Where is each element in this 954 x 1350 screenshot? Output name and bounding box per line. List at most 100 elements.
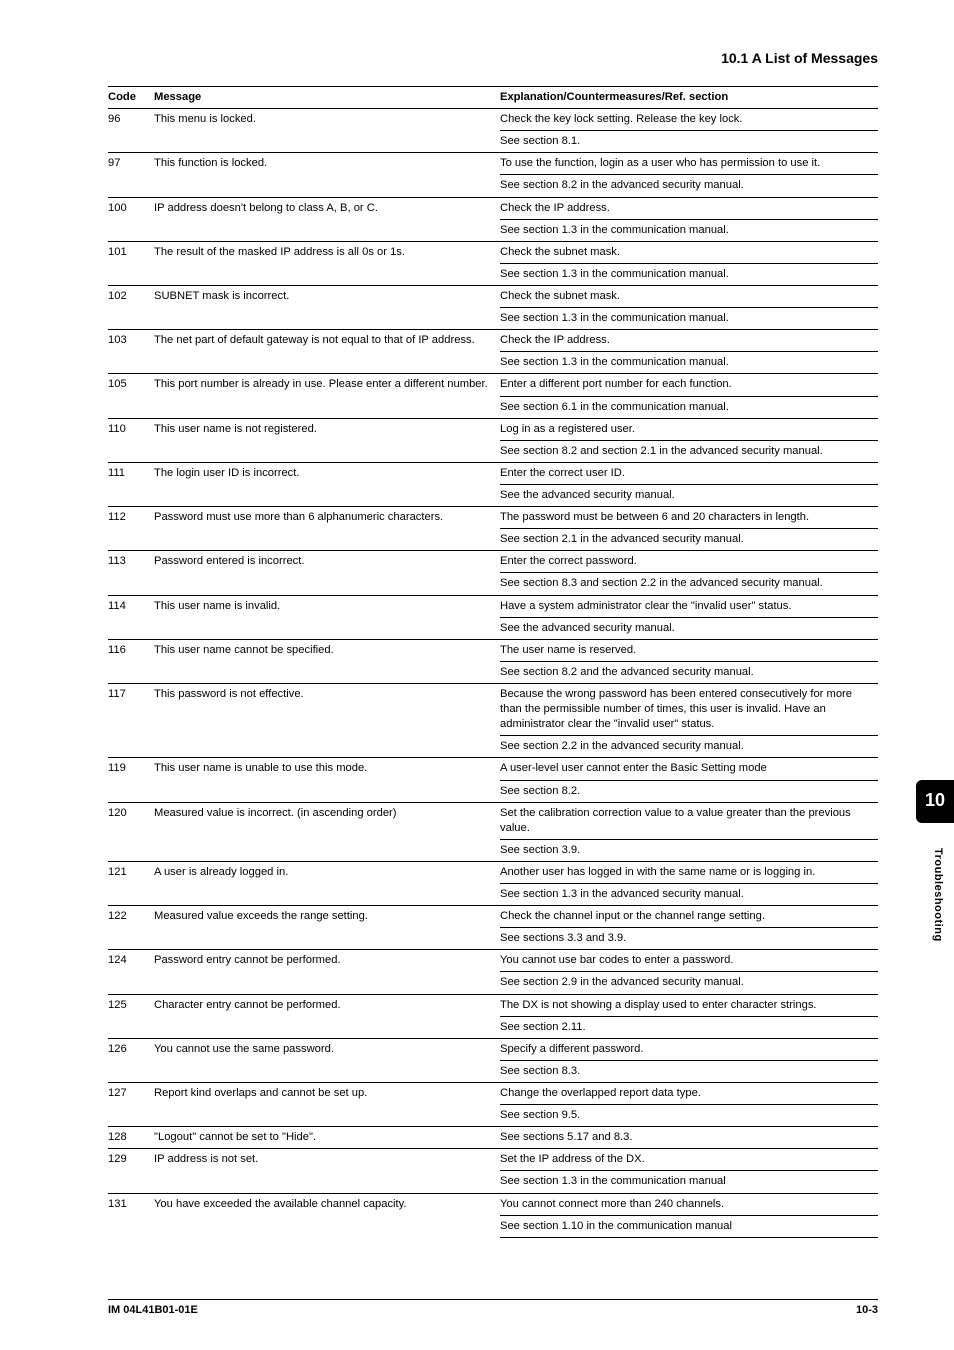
cell-code: 113 [108, 551, 154, 595]
table-row: 114This user name is invalid.Have a syst… [108, 595, 878, 617]
cell-reference: See section 1.10 in the communication ma… [500, 1215, 878, 1237]
table-row: 117This password is not effective.Becaus… [108, 683, 878, 735]
cell-explanation: Enter the correct user ID. [500, 462, 878, 484]
cell-code: 124 [108, 950, 154, 994]
cell-message: You have exceeded the available channel … [154, 1193, 500, 1237]
cell-message: A user is already logged in. [154, 861, 500, 905]
cell-message: Measured value exceeds the range setting… [154, 906, 500, 950]
cell-explanation: Set the IP address of the DX. [500, 1149, 878, 1171]
cell-message: This user name cannot be specified. [154, 639, 500, 683]
cell-message: Password entry cannot be performed. [154, 950, 500, 994]
cell-explanation: A user-level user cannot enter the Basic… [500, 758, 878, 780]
cell-code: 103 [108, 330, 154, 374]
table-row: 96This menu is locked.Check the key lock… [108, 109, 878, 131]
cell-code: 119 [108, 758, 154, 802]
cell-explanation: The DX is not showing a display used to … [500, 994, 878, 1016]
cell-reference: See section 3.9. [500, 839, 878, 861]
cell-reference: See the advanced security manual. [500, 484, 878, 506]
table-row: 113Password entered is incorrect.Enter t… [108, 551, 878, 573]
cell-message: Measured value is incorrect. (in ascendi… [154, 802, 500, 861]
messages-table: Code Message Explanation/Countermeasures… [108, 86, 878, 1238]
cell-reference: See section 1.3 in the advanced security… [500, 884, 878, 906]
cell-message: The login user ID is incorrect. [154, 462, 500, 506]
cell-code: 100 [108, 197, 154, 241]
cell-code: 125 [108, 994, 154, 1038]
table-row: 129IP address is not set.Set the IP addr… [108, 1149, 878, 1171]
cell-code: 131 [108, 1193, 154, 1237]
cell-explanation: You cannot connect more than 240 channel… [500, 1193, 878, 1215]
cell-reference: See section 8.3 and section 2.2 in the a… [500, 573, 878, 595]
cell-reference: See section 8.2 and section 2.1 in the a… [500, 440, 878, 462]
cell-message: This user name is unable to use this mod… [154, 758, 500, 802]
cell-message: This user name is not registered. [154, 418, 500, 462]
cell-reference: See section 8.2. [500, 780, 878, 802]
table-row: 100IP address doesn't belong to class A,… [108, 197, 878, 219]
cell-code: 114 [108, 595, 154, 639]
cell-code: 122 [108, 906, 154, 950]
cell-explanation: To use the function, login as a user who… [500, 153, 878, 175]
cell-code: 117 [108, 683, 154, 757]
cell-reference: See section 1.3 in the communication man… [500, 308, 878, 330]
cell-explanation: The password must be between 6 and 20 ch… [500, 507, 878, 529]
table-row: 122Measured value exceeds the range sett… [108, 906, 878, 928]
chapter-label: Troubleshooting [932, 848, 944, 942]
table-row: 127Report kind overlaps and cannot be se… [108, 1083, 878, 1105]
cell-code: 101 [108, 241, 154, 285]
cell-code: 102 [108, 285, 154, 329]
cell-reference: See section 9.5. [500, 1105, 878, 1127]
cell-explanation: Check the IP address. [500, 197, 878, 219]
cell-message: IP address is not set. [154, 1149, 500, 1193]
cell-code: 97 [108, 153, 154, 197]
cell-explanation: You cannot use bar codes to enter a pass… [500, 950, 878, 972]
page-footer: IM 04L41B01-01E 10-3 [108, 1299, 878, 1316]
footer-right: 10-3 [856, 1304, 878, 1316]
cell-message: You cannot use the same password. [154, 1038, 500, 1082]
table-row: 97This function is locked.To use the fun… [108, 153, 878, 175]
cell-code: 121 [108, 861, 154, 905]
table-row: 101The result of the masked IP address i… [108, 241, 878, 263]
cell-code: 126 [108, 1038, 154, 1082]
col-message: Message [154, 87, 500, 109]
cell-reference: See section 1.3 in the communication man… [500, 263, 878, 285]
table-row: 102SUBNET mask is incorrect.Check the su… [108, 285, 878, 307]
table-row: 124Password entry cannot be performed.Yo… [108, 950, 878, 972]
cell-message: This port number is already in use. Plea… [154, 374, 500, 418]
table-row: 111The login user ID is incorrect.Enter … [108, 462, 878, 484]
table-row: 112Password must use more than 6 alphanu… [108, 507, 878, 529]
cell-code: 105 [108, 374, 154, 418]
table-row: 131You have exceeded the available chann… [108, 1193, 878, 1215]
cell-reference: See sections 3.3 and 3.9. [500, 928, 878, 950]
cell-message: This function is locked. [154, 153, 500, 197]
cell-reference: See section 2.9 in the advanced security… [500, 972, 878, 994]
cell-explanation: Enter a different port number for each f… [500, 374, 878, 396]
cell-explanation: The user name is reserved. [500, 639, 878, 661]
cell-explanation: Check the subnet mask. [500, 241, 878, 263]
cell-reference: See section 8.3. [500, 1060, 878, 1082]
cell-code: 128 [108, 1127, 154, 1149]
cell-code: 111 [108, 462, 154, 506]
cell-explanation: Another user has logged in with the same… [500, 861, 878, 883]
table-row: 125Character entry cannot be performed.T… [108, 994, 878, 1016]
cell-reference: See section 1.3 in the communication man… [500, 352, 878, 374]
footer-left: IM 04L41B01-01E [108, 1304, 198, 1316]
table-row: 119This user name is unable to use this … [108, 758, 878, 780]
cell-explanation: Specify a different password. [500, 1038, 878, 1060]
cell-message: This user name is invalid. [154, 595, 500, 639]
table-row: 120Measured value is incorrect. (in asce… [108, 802, 878, 839]
table-row: 128"Logout" cannot be set to "Hide".See … [108, 1127, 878, 1149]
cell-reference: See section 1.3 in the communication man… [500, 219, 878, 241]
cell-message: Password entered is incorrect. [154, 551, 500, 595]
cell-code: 116 [108, 639, 154, 683]
cell-explanation: Have a system administrator clear the "i… [500, 595, 878, 617]
table-row: 110This user name is not registered.Log … [108, 418, 878, 440]
cell-message: Report kind overlaps and cannot be set u… [154, 1083, 500, 1127]
cell-reference: See section 2.11. [500, 1016, 878, 1038]
cell-explanation: Because the wrong password has been ente… [500, 683, 878, 735]
cell-message: Password must use more than 6 alphanumer… [154, 507, 500, 551]
cell-explanation: Change the overlapped report data type. [500, 1083, 878, 1105]
cell-code: 110 [108, 418, 154, 462]
col-exp: Explanation/Countermeasures/Ref. section [500, 87, 878, 109]
cell-explanation: Enter the correct password. [500, 551, 878, 573]
cell-code: 127 [108, 1083, 154, 1127]
chapter-tab: 10 [916, 780, 954, 823]
